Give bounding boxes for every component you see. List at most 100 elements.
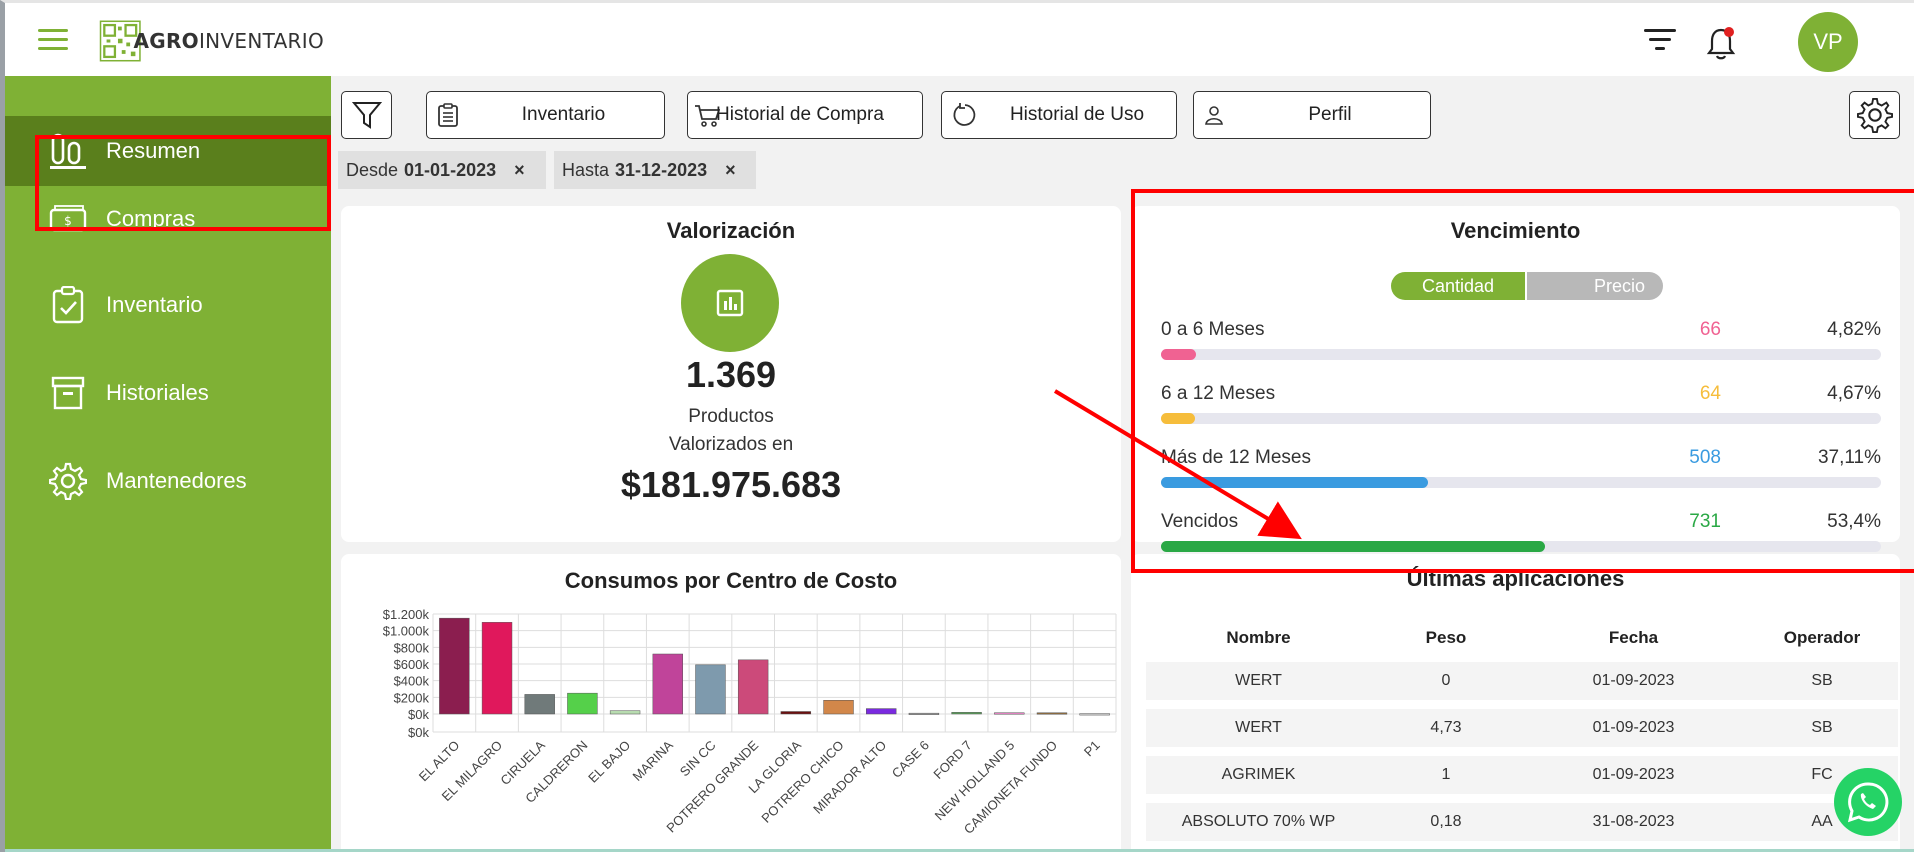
bar[interactable] (652, 653, 683, 715)
bar[interactable] (609, 710, 641, 715)
sidebar-item-label: Inventario (106, 292, 203, 317)
consumos-bar-chart: $1.200k $1.000k$800k $600k $400k$200k $0k $0k… (383, 607, 1117, 837)
cell-fecha: 31-08-2023 (1592, 813, 1675, 830)
annotation-arrow (1053, 389, 1302, 540)
row-count: 508 (1689, 447, 1721, 468)
historial-uso-button-label: Historial de Uso (1009, 104, 1145, 125)
sidebar-item-compras[interactable]: $ Compras (5, 184, 331, 254)
table-row[interactable]: ABSOLUTO 70% WP 0,18 31-08-2023 AA (1146, 803, 1898, 841)
table-row[interactable]: WERT 4,73 01-09-2023 SB (1146, 709, 1898, 747)
settings-button[interactable] (1849, 91, 1900, 139)
cell-operador: SB (1811, 719, 1833, 736)
remove-hasta-icon[interactable]: × (725, 159, 736, 180)
table-row[interactable]: WERT 0 01-09-2023 SB (1146, 662, 1898, 700)
user-avatar[interactable]: VP (1798, 12, 1858, 72)
valorizacion-amount: $181.975.683 (620, 464, 842, 505)
chart-box-icon (681, 254, 779, 352)
y-tick-label: $0k (408, 707, 429, 722)
row-label: 0 a 6 Meses (1161, 319, 1265, 340)
notification-bell-icon[interactable] (1705, 25, 1737, 61)
historial-compra-button[interactable]: Historial de Compra (687, 91, 923, 139)
toggle-precio[interactable]: Precio (1527, 272, 1663, 300)
cell-nombre: WERT (1235, 719, 1282, 736)
valorizados-count: 1.369 (685, 354, 777, 395)
main-content: Inventario Historial de Compra Historial… (331, 76, 1914, 852)
progress-track (1161, 477, 1881, 488)
svg-text:$: $ (64, 214, 72, 228)
filter-chip-desde: Desde 01-01-2023 × (338, 151, 546, 189)
refresh-icon (952, 102, 978, 128)
bar[interactable] (823, 700, 854, 715)
sidebar-item-mantenedores[interactable]: Mantenedores (5, 446, 331, 516)
sidebar-item-label: Resumen (106, 138, 201, 163)
consumos-title: Consumos por Centro de Costo (564, 568, 898, 593)
bar[interactable] (1036, 712, 1068, 715)
chip-label: Hasta (562, 159, 610, 180)
historial-uso-button[interactable]: Historial de Uso (941, 91, 1177, 139)
filter-button[interactable] (341, 91, 392, 139)
vencimiento-row: 6 a 12 Meses 64 4,67% (1161, 383, 1881, 433)
valorizacion-title: Valorización (666, 218, 796, 243)
valorizacion-line1: Productos (688, 406, 774, 427)
bar[interactable] (439, 617, 470, 715)
bar[interactable] (737, 659, 769, 715)
y-tick-label: $200k (394, 690, 430, 705)
consumos-card: Consumos por Centro de Costo $1.200k $1.0… (341, 554, 1121, 852)
cell-peso: 0 (1441, 672, 1451, 689)
vencimiento-title: Vencimiento (1450, 218, 1581, 243)
perfil-button[interactable]: Perfil (1193, 91, 1431, 139)
chip-value: 01-01-2023 (404, 159, 497, 180)
hamburger-menu-icon[interactable] (38, 29, 68, 53)
row-count: 64 (1699, 383, 1721, 404)
bar[interactable] (866, 708, 897, 715)
whatsapp-icon[interactable] (1834, 768, 1902, 836)
y-tick-label: $800k (394, 640, 430, 655)
progress-fill (1161, 349, 1196, 360)
funnel-icon (351, 102, 382, 129)
bar[interactable] (780, 711, 812, 715)
sidebar-item-inventario[interactable]: Inventario (5, 270, 331, 340)
cell-operador: FC (1811, 766, 1833, 783)
settings-gear-icon (1856, 97, 1893, 133)
table-row[interactable]: AGRIMEK 1 01-09-2023 FC (1146, 756, 1898, 794)
row-percent: 37,11% (1817, 447, 1881, 468)
sidebar-item-label: Historiales (106, 380, 209, 405)
sidebar-item-historiales[interactable]: Historiales (5, 358, 331, 428)
toggle-cantidad[interactable]: Cantidad (1391, 272, 1525, 300)
bar[interactable] (1079, 713, 1110, 716)
cell-fecha: 01-09-2023 (1592, 719, 1675, 736)
bar[interactable] (994, 712, 1025, 715)
vencimiento-row: Más de 12 Meses 508 37,11% (1161, 447, 1881, 497)
cart-icon (694, 102, 720, 128)
inventario-button[interactable]: Inventario (426, 91, 665, 139)
clipboard-icon (437, 102, 463, 128)
cell-operador: SB (1811, 672, 1833, 689)
bar[interactable] (908, 712, 940, 715)
cell-peso: 0,18 (1430, 813, 1462, 830)
row-percent: 4,82% (1827, 319, 1881, 340)
y-tick-label: $600k (394, 657, 430, 672)
bar[interactable] (695, 664, 726, 715)
row-percent: 53,4% (1827, 511, 1881, 532)
cell-fecha: 01-09-2023 (1592, 766, 1675, 783)
row-count: 731 (1689, 511, 1721, 532)
sidebar-item-label: Mantenedores (106, 468, 247, 493)
bar[interactable] (524, 694, 555, 715)
row-label: Más de 12 Meses (1161, 447, 1311, 468)
remove-desde-icon[interactable]: × (514, 159, 525, 180)
filter-lines-icon[interactable] (1643, 27, 1677, 53)
row-count: 66 (1699, 319, 1721, 340)
row-label: Vencidos (1161, 511, 1239, 532)
y-tick-label: $400k (394, 674, 430, 689)
bar[interactable] (951, 712, 982, 715)
bar[interactable] (567, 692, 598, 715)
app-logo[interactable]: AGROINVENTARIO (99, 13, 324, 69)
top-header: AGROINVENTARIO VP (5, 3, 1914, 76)
clipboard-check-icon (48, 285, 88, 325)
y-tick-label: $1.000k (383, 624, 430, 639)
archive-icon (48, 373, 88, 413)
cell-operador: AA (1811, 813, 1833, 830)
bar[interactable] (481, 622, 513, 715)
progress-fill (1161, 541, 1546, 552)
header-operador: Operador (1783, 628, 1861, 647)
